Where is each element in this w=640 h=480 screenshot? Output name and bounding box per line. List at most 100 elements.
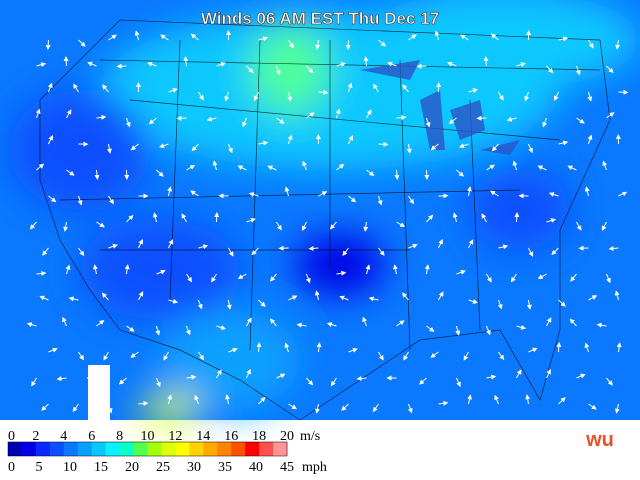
wind-arrow — [287, 91, 293, 102]
wind-arrow — [615, 39, 621, 50]
wind-arrow — [525, 394, 531, 405]
wind-arrow — [296, 322, 307, 328]
wind-arrow — [246, 317, 252, 327]
wind-arrow — [362, 316, 367, 327]
wind-arrow — [606, 65, 614, 74]
wind-arrow — [378, 351, 384, 361]
wind-arrow — [148, 117, 157, 125]
wind-arrow — [78, 247, 85, 257]
wind-arrow — [315, 39, 321, 50]
mph-label: 25 — [156, 460, 170, 475]
wind-arrow — [66, 169, 75, 176]
wind-arrow — [237, 273, 247, 279]
wind-arrow — [596, 322, 607, 328]
mph-label: 20 — [125, 460, 139, 475]
wind-arrow — [73, 83, 79, 93]
wind-arrow — [101, 292, 109, 301]
wind-arrow — [124, 169, 130, 180]
wind-arrow — [426, 214, 434, 223]
wind-arrow — [468, 239, 474, 249]
map-title: Winds 06 AM EST Thu Dec 17 — [201, 9, 439, 28]
wind-arrow — [258, 396, 266, 405]
wind-arrow — [63, 221, 69, 232]
wind-arrow — [102, 84, 109, 93]
wind-arrow — [584, 342, 590, 353]
wind-arrow — [483, 56, 489, 67]
wind-arrow — [434, 30, 440, 41]
wind-arrow — [308, 245, 319, 251]
wind-arrow — [258, 36, 269, 42]
wind-arrow — [186, 273, 193, 283]
wind-arrow — [96, 114, 107, 120]
ms-label: 16 — [224, 429, 238, 444]
wind-arrow — [330, 377, 337, 387]
wind-arrow — [168, 239, 174, 249]
color-swatch — [217, 442, 232, 456]
mph-label: 30 — [187, 460, 201, 475]
color-swatch — [91, 442, 107, 456]
wind-arrow — [514, 212, 520, 223]
wind-arrow — [63, 56, 69, 67]
wind-arrow — [556, 342, 562, 353]
wind-arrow — [576, 221, 582, 231]
wind-arrow — [206, 116, 217, 122]
wind-arrow — [542, 117, 548, 128]
wind-arrow — [588, 39, 594, 49]
wind-arrow — [190, 33, 199, 41]
wind-arrow — [528, 347, 538, 353]
wind-arrow — [248, 192, 259, 197]
wind-arrow — [163, 351, 169, 361]
wind-arrow — [516, 324, 527, 330]
ms-label: 14 — [196, 429, 210, 444]
wind-arrow — [96, 319, 105, 327]
color-swatch — [175, 442, 190, 456]
wind-arrow — [103, 351, 109, 361]
wind-arrow — [155, 325, 161, 336]
wind-arrow — [426, 325, 435, 332]
mph-label: 35 — [218, 460, 232, 475]
wind-arrow — [463, 351, 469, 361]
wind-arrow — [348, 135, 354, 145]
wind-arrow — [306, 112, 315, 119]
wind-arrow — [378, 39, 386, 47]
wind-arrow — [348, 195, 357, 203]
wind-arrow — [160, 34, 169, 41]
wind-arrow — [365, 264, 371, 275]
wind-arrow — [456, 377, 461, 388]
wind-arrow — [396, 115, 407, 121]
wind-arrow — [606, 273, 611, 284]
color-swatch — [231, 442, 246, 456]
wind-arrow — [408, 34, 417, 41]
wind-arrow — [548, 192, 559, 197]
wind-arrow — [394, 169, 400, 180]
color-swatch — [161, 442, 176, 456]
wind-arrow — [167, 186, 172, 197]
wind-arrow — [373, 83, 379, 93]
wind-arrow — [466, 186, 472, 197]
wind-arrow — [36, 163, 45, 171]
colorbar-frame — [7, 441, 288, 457]
wind-arrow — [198, 91, 204, 101]
color-swatch — [105, 442, 121, 456]
wind-arrow — [497, 299, 503, 310]
wind-arrow — [108, 243, 118, 249]
wind-arrow — [467, 394, 473, 405]
wind-arrow — [156, 169, 164, 177]
color-swatch — [147, 442, 162, 456]
logo: wu — [585, 429, 614, 451]
wind-arrow — [537, 273, 547, 279]
unit-ms: m/s — [300, 429, 320, 444]
wind-arrow — [118, 377, 127, 385]
wind-arrow — [42, 247, 49, 256]
wind-arrow — [216, 62, 226, 67]
wind-arrow — [270, 273, 277, 282]
wind-arrow — [39, 295, 49, 301]
wind-arrow — [588, 403, 597, 410]
wind-arrow — [65, 264, 71, 275]
wind-arrow — [78, 39, 86, 47]
wind-arrow — [456, 169, 464, 177]
wind-arrow — [438, 291, 444, 301]
wind-arrow — [191, 143, 199, 152]
wind-arrow — [126, 214, 134, 223]
wind-arrow — [315, 403, 320, 414]
